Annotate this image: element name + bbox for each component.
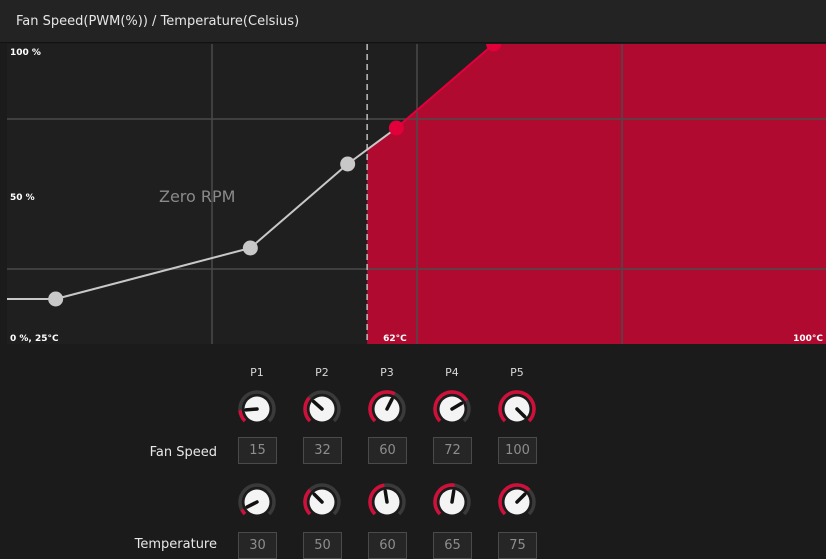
point-label-p2: P2 [315,366,329,379]
zero-rpm-label: Zero RPM [159,187,235,206]
window-header: Fan Speed(PWM(%)) / Temperature(Celsius) [0,0,826,43]
x-tick-label-end: 100°C [793,334,823,344]
temperature-row-label: Temperature [134,537,217,552]
point-label-p5: P5 [510,366,524,379]
temperature-knob-p5[interactable] [498,483,536,521]
y-tick-label-50: 50 % [10,193,35,203]
fan-speed-value-p1[interactable]: 15 [238,437,277,464]
x-tick-label-marker: 62°C [383,334,407,344]
y-tick-label-100: 100 % [10,48,41,58]
curve-point-p4[interactable] [388,120,404,136]
fan-speed-value-p5[interactable]: 100 [498,437,537,464]
curve-segment [347,127,397,165]
fan-speed-knob-p1[interactable] [238,390,276,428]
curve-segment [55,247,251,300]
point-label-p3: P3 [380,366,394,379]
temperature-knob-p4[interactable] [433,483,471,521]
point-label-p1: P1 [250,366,264,379]
fan-speed-knob-p3[interactable] [368,390,406,428]
chart-title: Fan Speed(PWM(%)) / Temperature(Celsius) [16,14,300,29]
temperature-value-p4[interactable]: 65 [433,532,472,559]
temperature-value-p1[interactable]: 30 [238,532,277,559]
fan-speed-row-label: Fan Speed [149,445,217,460]
fan-curve-svg[interactable]: 100 % 50 % 0 %, 25°C 62°C 100°C Zero RPM [7,44,826,344]
curve-segment [249,163,349,249]
fan-speed-value-p3[interactable]: 60 [368,437,407,464]
temperature-knob-p2[interactable] [303,483,341,521]
temperature-knob-p1[interactable] [238,483,276,521]
point-label-p4: P4 [445,366,459,379]
temperature-knob-p3[interactable] [368,483,406,521]
curve-point-p3[interactable] [340,156,356,172]
curve-controls: P1 P2 P3 P4 P5 Fan Speed Temperature 15 32 60 7… [0,345,826,559]
curve-point-p1[interactable] [48,291,64,307]
temperature-value-p5[interactable]: 75 [498,532,537,559]
fan-speed-value-p4[interactable]: 72 [433,437,472,464]
curve-segment [395,44,495,129]
fan-speed-knob-p4[interactable] [433,390,471,428]
x-tick-label-start: 0 %, 25°C [10,334,59,344]
fan-speed-value-p2[interactable]: 32 [303,437,342,464]
fan-speed-knob-p5[interactable] [498,390,536,428]
fan-speed-knob-p2[interactable] [303,390,341,428]
fan-curve-chart[interactable]: 100 % 50 % 0 %, 25°C 62°C 100°C Zero RPM [7,44,826,344]
curve-point-p2[interactable] [242,240,258,256]
temperature-value-p3[interactable]: 60 [368,532,407,559]
curve-point-p5[interactable] [486,44,502,52]
temperature-value-p2[interactable]: 50 [303,532,342,559]
